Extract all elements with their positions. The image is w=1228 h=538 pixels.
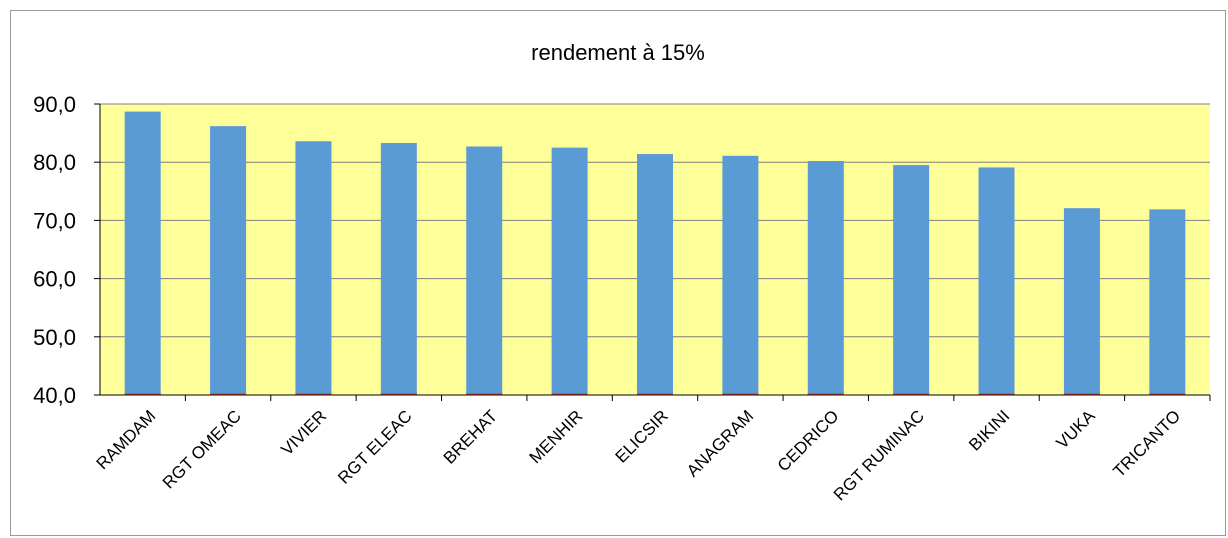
bar <box>722 155 759 395</box>
chart-title: rendement à 15% <box>531 40 705 65</box>
x-tick-labels: RAMDAM RGT OMEAC VIVIER RGT ELEAC BREHAT MENH… <box>93 406 1184 504</box>
y-tick-label: 70,0 <box>33 208 76 233</box>
bar <box>978 167 1015 395</box>
y-tick-label: 60,0 <box>33 267 76 292</box>
bar <box>893 165 930 395</box>
bar <box>210 126 247 395</box>
x-tick-label: TRICANTO <box>1109 406 1184 481</box>
axes <box>94 103 1211 401</box>
bar <box>1149 209 1186 395</box>
bar <box>1063 208 1100 395</box>
y-tick-labels: 40,0 50,0 60,0 70,0 80,0 90,0 <box>33 92 76 408</box>
y-tick-label: 40,0 <box>33 383 76 408</box>
bar <box>551 147 588 395</box>
x-tick-label: RGT OMEAC <box>159 406 245 492</box>
bar <box>380 142 417 395</box>
y-tick-label: 80,0 <box>33 150 76 175</box>
y-tick-label: 50,0 <box>33 325 76 350</box>
bar <box>295 141 332 395</box>
x-tick-label: MENHIR <box>526 406 587 467</box>
bar <box>466 146 503 395</box>
x-tick-label: BIKINI <box>965 406 1013 454</box>
x-tick-label: CEDRICO <box>774 406 843 475</box>
x-tick-label: RGT RUMINAC <box>830 406 928 504</box>
x-tick-label: VUKA <box>1053 406 1100 453</box>
x-tick-label: BREHAT <box>440 406 501 467</box>
x-tick-label: RGT ELEAC <box>334 406 415 487</box>
x-tick-label: RAMDAM <box>93 406 160 473</box>
bars <box>124 111 1186 395</box>
x-tick-label: VIVIER <box>277 406 330 459</box>
bar <box>637 154 673 395</box>
bar <box>807 161 844 395</box>
bar <box>124 111 161 395</box>
y-tick-label: 90,0 <box>33 92 76 117</box>
x-tick-label: ELICSIR <box>612 406 672 466</box>
x-tick-label: ANAGRAM <box>683 406 757 480</box>
